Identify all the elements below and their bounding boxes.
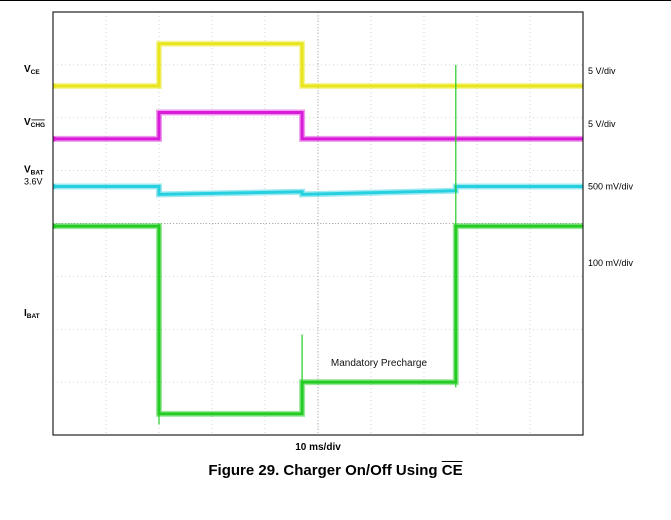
caption-overline-text: CE <box>441 462 463 479</box>
trace-v-chg <box>53 111 583 141</box>
time-scale-label: 10 ms/div <box>295 442 341 453</box>
trace-v-bat <box>53 185 583 196</box>
plot-frame <box>52 11 584 436</box>
channel-marker-v-ce <box>53 83 59 90</box>
figure-caption: Figure 29. Charger On/Off Using CE <box>0 462 671 479</box>
level-label-v-bat: 3.6V <box>24 176 43 186</box>
channel-marker-i-bat <box>53 223 59 230</box>
channel-label-v-chg: VCHG <box>24 117 45 129</box>
channel-marker-v-chg <box>53 135 59 142</box>
annotation-precharge: Mandatory Precharge <box>331 358 428 369</box>
trace-v-ce <box>53 42 583 88</box>
channel-marker-v-bat <box>53 183 59 190</box>
top-rule <box>0 0 671 1</box>
channel-label-i-bat: IBAT <box>24 308 40 320</box>
scale-label-v-bat: 500 mV/div <box>588 181 634 191</box>
channel-label-v-ce: VCE <box>24 64 40 76</box>
scale-label-i-bat: 100 mV/div <box>588 258 634 268</box>
channel-label-v-bat: VBAT <box>24 164 44 176</box>
caption-text: Figure 29. Charger On/Off Using <box>208 462 442 479</box>
scale-label-v-chg: 5 V/div <box>588 119 616 129</box>
scale-label-v-ce: 5 V/div <box>588 66 616 76</box>
